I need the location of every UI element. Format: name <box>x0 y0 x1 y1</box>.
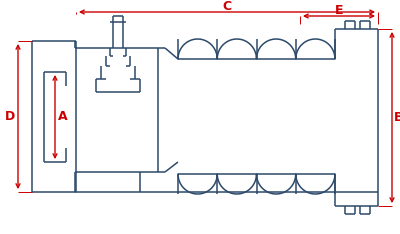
Text: C: C <box>222 0 232 12</box>
Text: B: B <box>394 111 400 124</box>
Text: A: A <box>58 110 68 124</box>
Text: E: E <box>335 4 343 17</box>
Text: D: D <box>5 110 15 123</box>
